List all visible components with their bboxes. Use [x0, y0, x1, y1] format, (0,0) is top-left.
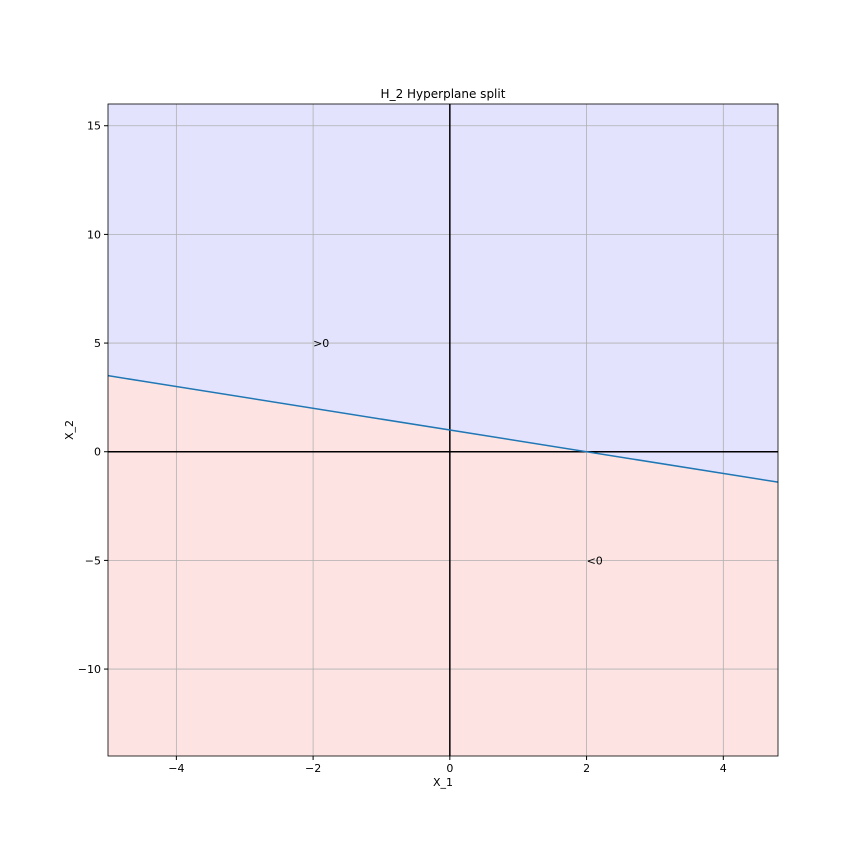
- y-tick-label: 10: [87, 228, 101, 241]
- region-above: [108, 104, 778, 483]
- x-tick-label: 0: [446, 762, 453, 775]
- y-tick-label: −10: [78, 663, 101, 676]
- x-tick-label: 2: [583, 762, 590, 775]
- x-axis-label: X_1: [433, 776, 453, 789]
- x-tick-label: 4: [720, 762, 727, 775]
- chart-title: H_2 Hyperplane split: [381, 87, 506, 101]
- line: [107, 374, 779, 483]
- region-below: [108, 375, 778, 756]
- x-tick-label: −2: [305, 762, 321, 775]
- annotation: <0: [587, 554, 603, 567]
- x-tick-label: −4: [168, 762, 184, 775]
- y-axis-label: X_2: [63, 420, 76, 440]
- plot-frame: [107, 103, 779, 757]
- y-tick-label: 5: [94, 337, 101, 350]
- y-tick-label: 15: [87, 120, 101, 133]
- y-tick-label: 0: [94, 446, 101, 459]
- y-tick-label: −5: [85, 554, 101, 567]
- annotation: >0: [313, 337, 329, 350]
